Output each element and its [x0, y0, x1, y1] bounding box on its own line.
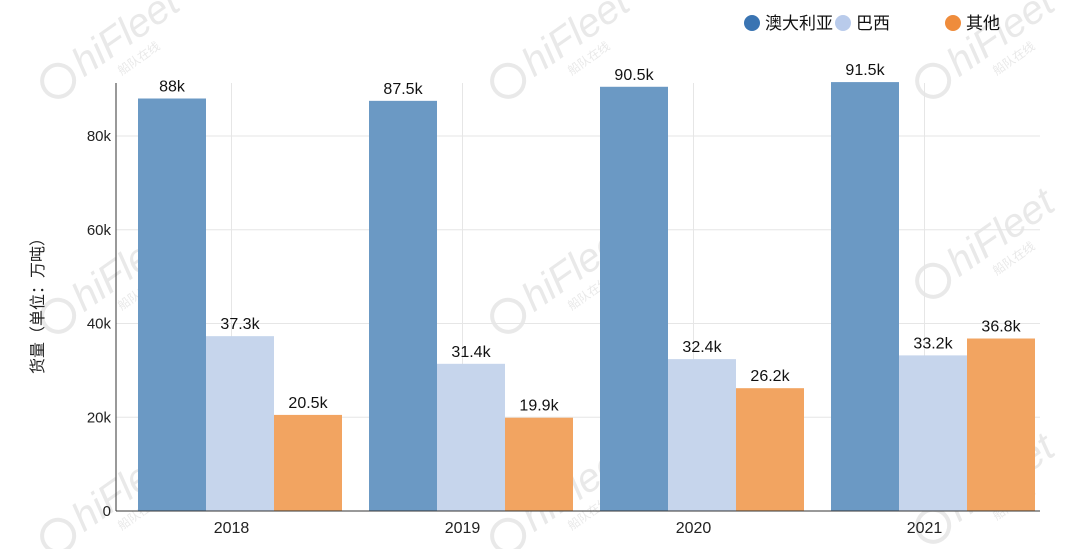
bar — [274, 414, 342, 511]
bar — [831, 82, 899, 511]
bar-value-label: 32.4k — [682, 339, 722, 356]
x-tick-label: 2021 — [907, 520, 943, 537]
legend-swatch — [744, 15, 760, 31]
y-tick-label: 40k — [87, 316, 112, 333]
bar-value-label: 20.5k — [288, 395, 328, 412]
axes: 0 20k 40k 60k 80k 2018 2019 2020 2021 货量（单位：万吨） — [29, 83, 1040, 537]
bar-value-label: 88k — [159, 79, 186, 96]
bar — [600, 86, 668, 511]
bar-value-label: 91.5k — [845, 62, 885, 79]
bar — [138, 98, 206, 511]
bar-value-label: 31.4k — [451, 344, 491, 361]
legend-label: 巴西 — [856, 14, 890, 33]
bars — [138, 82, 1035, 511]
legend-swatch — [835, 15, 851, 31]
legend-label: 澳大利亚 — [765, 14, 833, 33]
bar — [206, 336, 274, 511]
bar — [899, 355, 967, 511]
bar — [967, 338, 1035, 511]
bar-value-label: 36.8k — [981, 319, 1021, 336]
x-tick-label: 2020 — [676, 520, 712, 537]
y-tick-label: 20k — [87, 409, 112, 426]
bar — [668, 359, 736, 511]
y-tick-label: 80k — [87, 128, 112, 145]
bar-value-label: 37.3k — [220, 316, 260, 333]
x-tick-label: 2018 — [214, 520, 250, 537]
y-axis-title: 货量（单位：万吨） — [29, 230, 47, 374]
x-tick-label: 2019 — [445, 520, 481, 537]
bar — [369, 100, 437, 511]
legend-swatch — [945, 15, 961, 31]
bar — [736, 388, 804, 511]
bar-value-label: 19.9k — [519, 398, 559, 415]
legend-label: 其他 — [966, 14, 1000, 33]
bar-value-label: 26.2k — [750, 368, 790, 385]
bar-value-label: 33.2k — [913, 335, 953, 352]
legend-item[interactable]: 其他 — [945, 14, 1000, 33]
legend-item[interactable]: 澳大利亚 — [744, 14, 833, 33]
bar — [505, 417, 573, 511]
data-labels: 88k 37.3k 20.5k 87.5k 31.4k 19.9k 90.5k 32.4k 26… — [159, 62, 1021, 415]
legend-item[interactable]: 巴西 — [835, 14, 890, 33]
y-tick-label: 60k — [87, 222, 112, 239]
y-tick-label: 0 — [103, 503, 111, 520]
legend: 澳大利亚 巴西 其他 — [744, 14, 1000, 33]
bar-value-label: 87.5k — [383, 81, 423, 98]
bar — [437, 363, 505, 511]
bar-value-label: 90.5k — [614, 67, 654, 84]
